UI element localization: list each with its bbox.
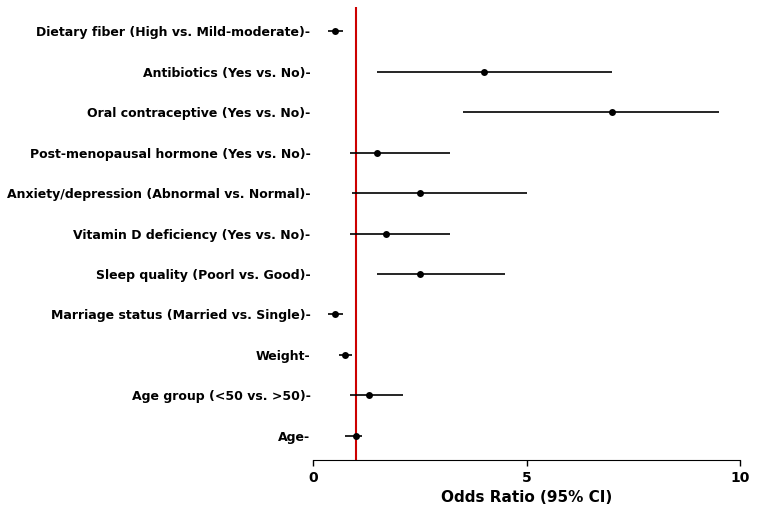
X-axis label: Odds Ratio (95% CI): Odds Ratio (95% CI) — [441, 490, 612, 505]
